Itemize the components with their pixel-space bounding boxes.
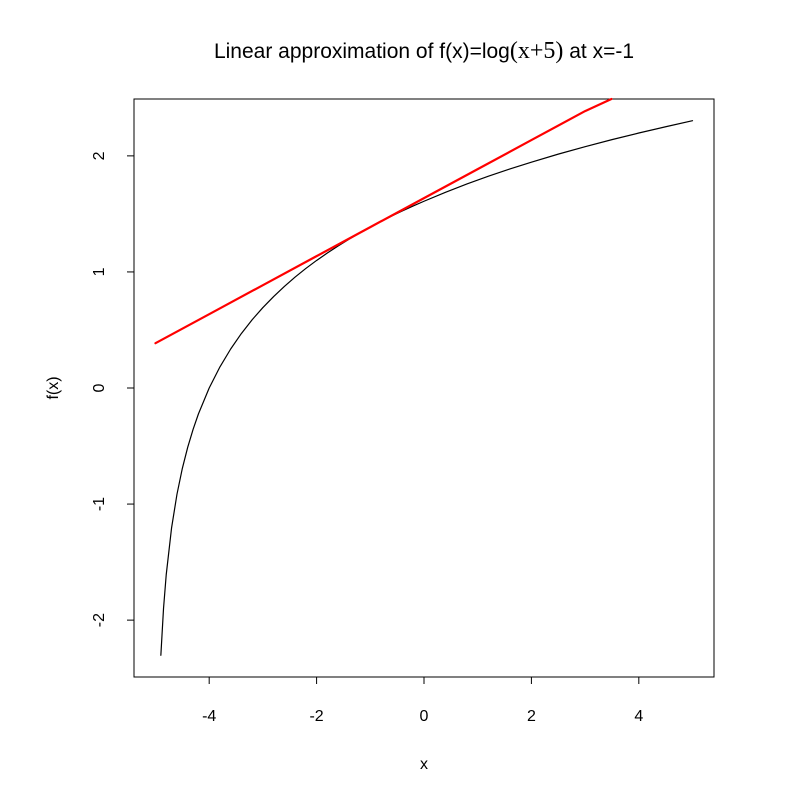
x-tick-label: 2 [527, 708, 536, 725]
y-tick-label: 2 [91, 151, 108, 160]
y-tick-label: 1 [91, 267, 108, 276]
chart-title-suffix: at x=-1 [563, 40, 634, 63]
y-tick-label: -2 [91, 613, 108, 627]
plot-lines [154, 97, 694, 656]
y-axis-label: f(x) [45, 376, 62, 399]
chart-title: Linear approximation of f(x)=log(x+5) at… [214, 38, 634, 64]
x-tick-label: 0 [420, 708, 429, 725]
y-tick-label: -1 [91, 497, 108, 511]
log-function-curve [160, 120, 694, 656]
plot-frame [133, 98, 715, 678]
y-tick-label: 0 [91, 383, 108, 392]
x-tick-label: -2 [309, 708, 323, 725]
chart-title-math: (x+5) [510, 38, 564, 64]
chart-title-prefix: Linear approximation of f(x)=log [214, 40, 510, 63]
x-axis-label: x [420, 756, 428, 773]
x-tick-label: -4 [202, 708, 216, 725]
x-tick-label: 4 [634, 708, 643, 725]
linear-approximation-line [154, 97, 613, 345]
axes: -4 -2 0 2 4 -2 -1 0 1 2 [91, 151, 643, 725]
